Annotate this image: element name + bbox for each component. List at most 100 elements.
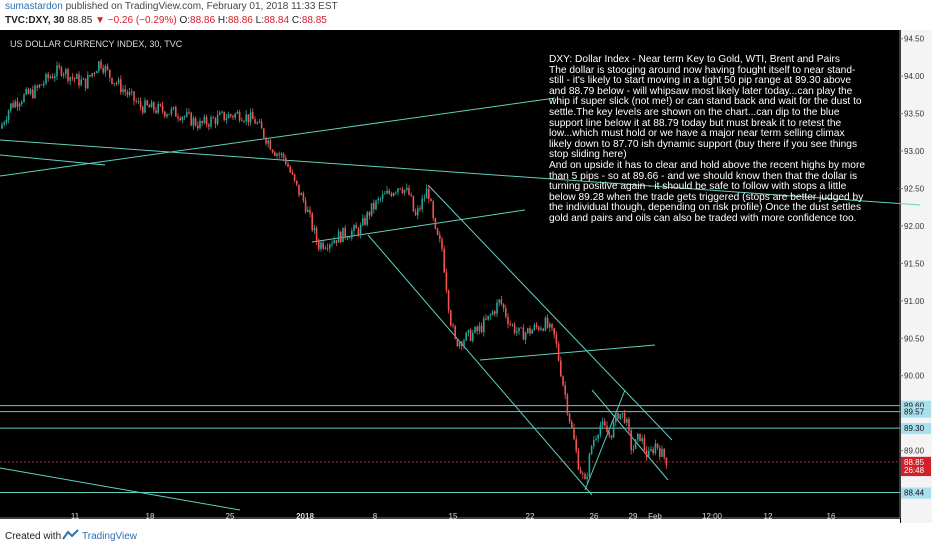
candle-body [139, 101, 142, 108]
candle-body [579, 469, 582, 474]
chart-area[interactable]: 94.50 94.00 93.50 93.00 92.50 92.00 91.50 91.00… [0, 30, 932, 523]
candle-body [370, 203, 373, 216]
candle-body [557, 343, 560, 361]
candle-body [282, 153, 285, 158]
candle-body [351, 230, 353, 238]
candle-body [483, 318, 485, 333]
candle-body [122, 89, 124, 93]
candle-body [161, 105, 164, 112]
candle-body [278, 153, 280, 155]
candle-body [168, 113, 170, 115]
candle-body [289, 166, 291, 173]
candle-body [432, 201, 434, 219]
candle-body [172, 107, 175, 109]
x-tick-label: 12:00 [702, 512, 723, 521]
candle-body [340, 231, 342, 243]
level-label: 88.85 [904, 458, 925, 467]
candle-body [544, 317, 547, 331]
candle-body [80, 79, 82, 86]
candle-body [535, 324, 538, 327]
candle-body [45, 74, 47, 84]
candle-body [643, 438, 646, 451]
candle-body [524, 332, 527, 340]
close-value: 88.85 [301, 15, 327, 26]
candle-body [260, 121, 263, 129]
candle-body [144, 100, 146, 113]
candle-body [626, 419, 628, 423]
candle-body [412, 195, 415, 212]
candle-body [291, 172, 294, 175]
quote-line: TVC:DXY, 30 88.85 ▼ −0.26 (−0.29%) O:88.… [5, 15, 327, 26]
level-label: 89.30 [904, 424, 925, 433]
candle-body [428, 189, 430, 200]
candle-body [192, 118, 195, 126]
candle-body [384, 193, 386, 195]
candle-body [335, 240, 338, 243]
price-chart[interactable]: 94.50 94.00 93.50 93.00 92.50 92.00 91.50 91.00… [0, 30, 932, 523]
low-value: 88.84 [264, 15, 290, 26]
candle-body [588, 454, 591, 477]
candle-body [67, 69, 69, 81]
candle-body [577, 450, 580, 470]
candle-body [10, 103, 12, 111]
candle-body [648, 450, 650, 458]
candle-body [210, 117, 212, 127]
candle-body [252, 112, 254, 120]
candle-body [326, 247, 329, 249]
candle-body [124, 89, 126, 92]
candle-body [452, 325, 454, 327]
candle-body [219, 112, 221, 115]
candle-body [507, 316, 509, 325]
candle-body [540, 328, 542, 330]
candle-body [111, 77, 113, 84]
candle-body [62, 74, 65, 76]
candle-body [555, 334, 558, 344]
open-label: O: [179, 15, 191, 26]
candle-body [104, 66, 107, 73]
candle-body [439, 234, 441, 240]
candle-body [175, 107, 177, 117]
candle-body [410, 194, 412, 196]
candle-body [333, 240, 335, 244]
candle-body [236, 111, 239, 114]
candle-body [562, 376, 564, 386]
candle-body [619, 414, 621, 419]
candle-body [298, 184, 300, 196]
candle-body [296, 180, 298, 185]
candle-body [183, 116, 186, 118]
candle-body [663, 448, 665, 458]
candle-body [531, 329, 533, 334]
chart-title: US DOLLAR CURRENCY INDEX, 30, TVC [10, 39, 183, 49]
candle-body [269, 140, 272, 150]
y-tick-label: 91.00 [904, 297, 925, 306]
candle-body [232, 115, 234, 118]
candle-body [98, 61, 100, 72]
candle-body [56, 65, 58, 77]
candle-body [628, 419, 630, 431]
candle-body [500, 299, 503, 304]
candle-body [414, 211, 417, 216]
close-label: C: [291, 15, 302, 26]
candle-body [632, 448, 635, 451]
candle-body [230, 114, 232, 116]
candle-body [51, 76, 54, 79]
candle-body [645, 450, 648, 458]
candle-body [43, 83, 45, 86]
candle-body [155, 110, 157, 113]
candle-body [115, 83, 118, 84]
candle-body [274, 152, 276, 156]
candle-body [454, 326, 456, 339]
candle-body [502, 303, 505, 309]
candle-body [34, 85, 36, 98]
candle-body [82, 78, 85, 80]
candle-body [157, 104, 159, 113]
trendline [584, 389, 626, 491]
x-tick-label: 2018 [296, 512, 314, 521]
tradingview-brand[interactable]: TradingView [82, 531, 138, 542]
candle-body [304, 200, 307, 212]
candle-body [612, 421, 615, 438]
candle-body [386, 190, 388, 194]
author-link[interactable]: sumastardon [5, 1, 63, 12]
candle-body [7, 110, 10, 120]
candle-body [311, 213, 313, 231]
